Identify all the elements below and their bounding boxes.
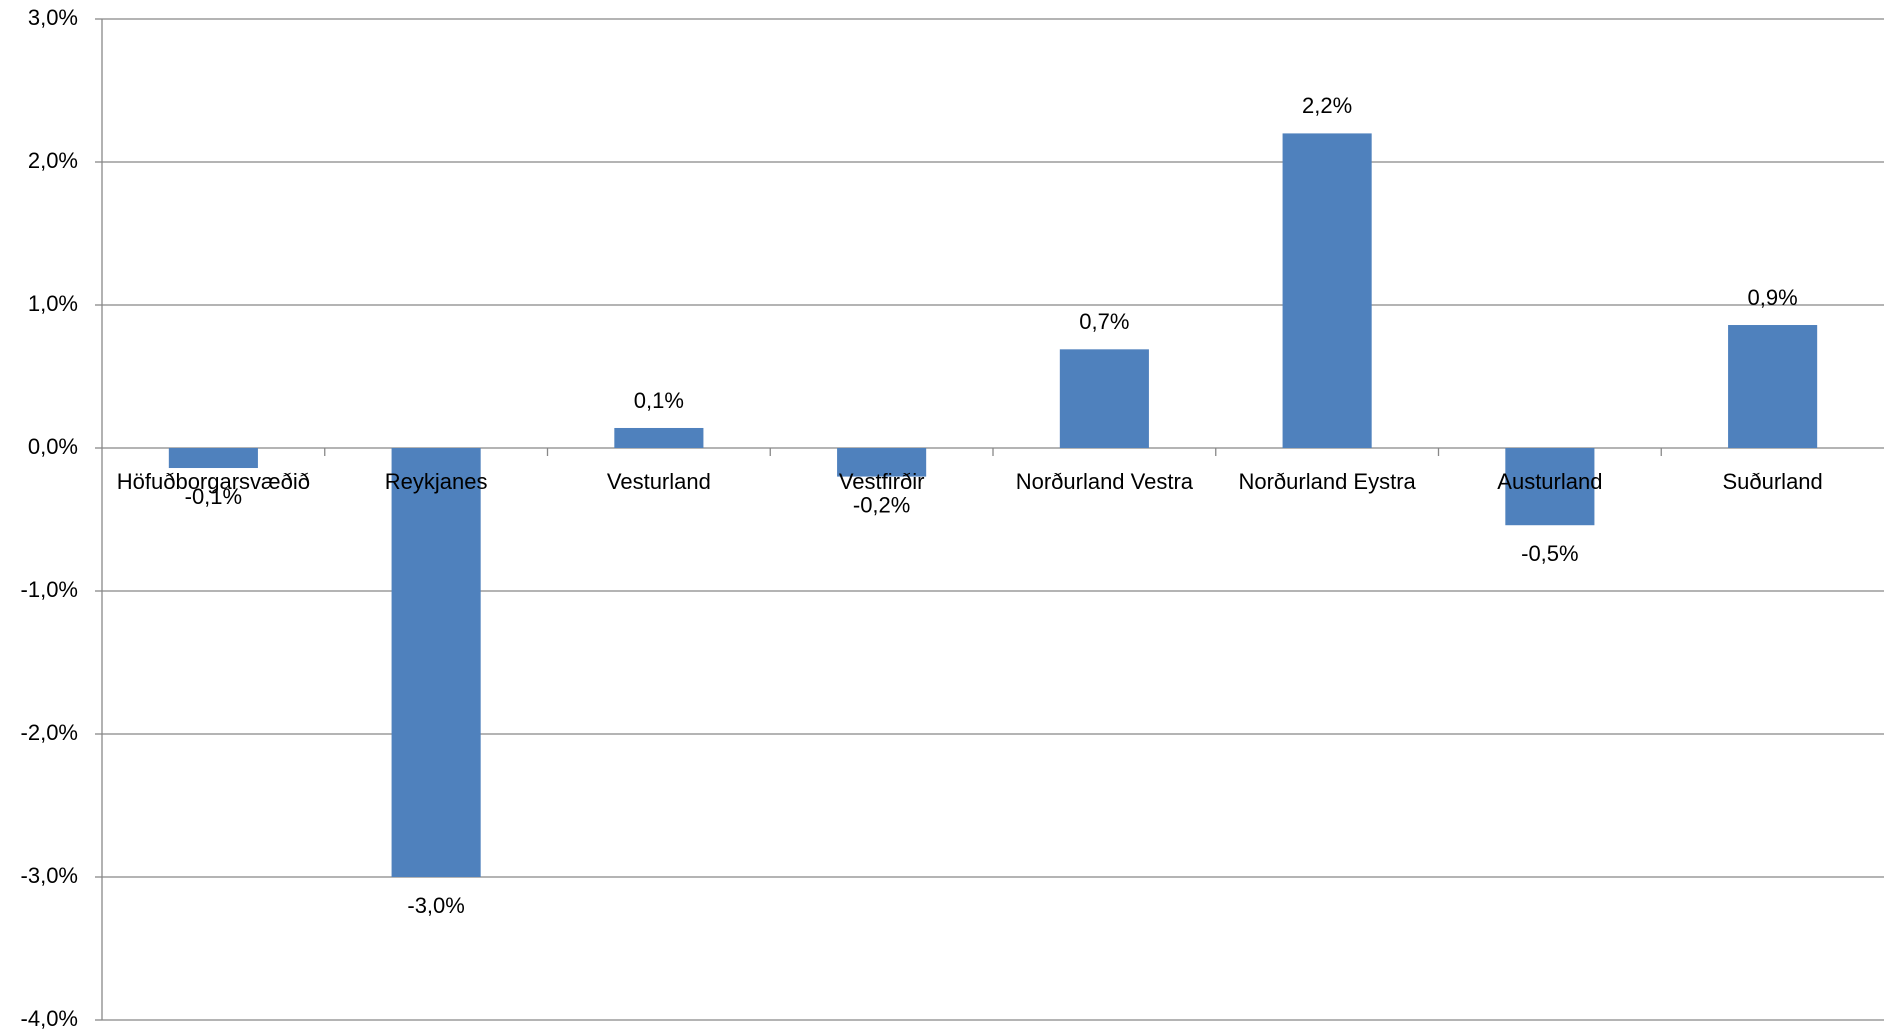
data-label: 0,7%: [1079, 309, 1129, 334]
data-label: -0,5%: [1521, 541, 1578, 566]
data-label: 0,1%: [634, 388, 684, 413]
y-tick-label: 1,0%: [28, 291, 78, 316]
bar: [614, 427, 704, 448]
x-tick-label: Vestfirðir: [839, 469, 925, 494]
x-tick-label: Suðurland: [1722, 469, 1822, 494]
bar: [1505, 448, 1595, 526]
x-tick-label: Norðurland Eystra: [1238, 469, 1416, 494]
bar: [168, 448, 258, 469]
data-label: -0,1%: [185, 484, 242, 509]
bar: [1059, 349, 1149, 448]
y-tick-label: -3,0%: [21, 863, 78, 888]
x-tick-label: Reykjanes: [385, 469, 488, 494]
y-tick-label: -2,0%: [21, 720, 78, 745]
y-tick-label: 3,0%: [28, 5, 78, 30]
x-tick-label: Austurland: [1497, 469, 1602, 494]
bar: [1282, 133, 1372, 448]
bar: [391, 448, 481, 877]
y-tick-label: -4,0%: [21, 1006, 78, 1031]
data-label: -3,0%: [407, 893, 464, 918]
bar: [1728, 325, 1818, 448]
x-tick-label: Vesturland: [607, 469, 711, 494]
x-tick-label: Norðurland Vestra: [1016, 469, 1194, 494]
y-tick-label: 0,0%: [28, 434, 78, 459]
data-label: 0,9%: [1748, 285, 1798, 310]
x-tick-label: Höfuðborgarsvæðið: [117, 469, 310, 494]
data-label: -0,2%: [853, 492, 910, 517]
y-tick-label: 2,0%: [28, 148, 78, 173]
bar: [837, 448, 927, 477]
data-label: 2,2%: [1302, 93, 1352, 118]
y-tick-label: -1,0%: [21, 577, 78, 602]
